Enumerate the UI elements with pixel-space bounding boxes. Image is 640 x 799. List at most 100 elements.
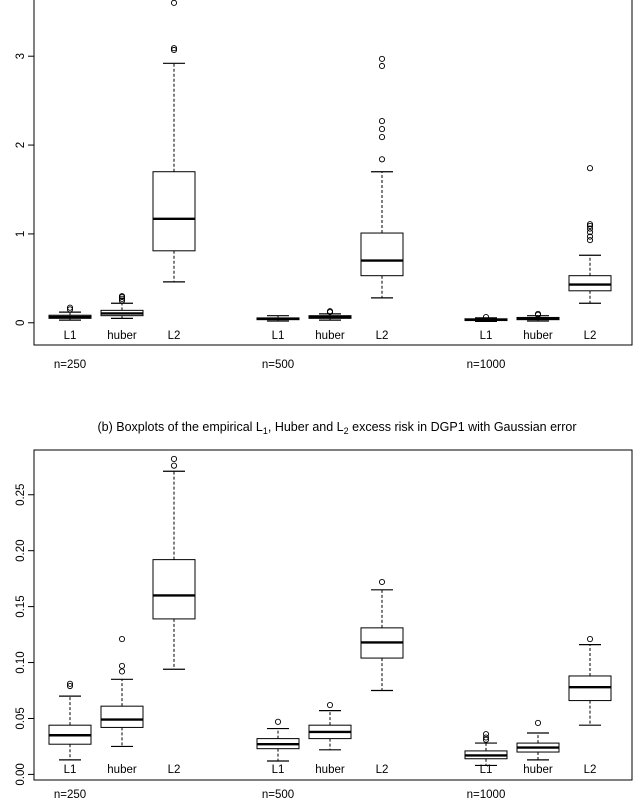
category-label: huber bbox=[523, 764, 553, 776]
iqr-box bbox=[568, 275, 612, 292]
box-L1-n=1000 bbox=[464, 313, 508, 323]
group-label: n=250 bbox=[54, 789, 86, 799]
outlier-point bbox=[170, 46, 178, 54]
panel-cauchy-boxplots: 0 1 2 3 L1 huber L2 L1 huber L2 L1 huber L2 n=250 n=50… bbox=[15, 0, 633, 371]
category-label: L2 bbox=[584, 330, 597, 342]
category-label: L2 bbox=[584, 764, 597, 776]
outlier-point bbox=[274, 718, 282, 725]
title-part: (b) Boxplots of the empirical L bbox=[98, 420, 263, 434]
iqr-box bbox=[152, 559, 196, 620]
outlier-point bbox=[378, 578, 386, 586]
title-part: excess risk in DGP1 with Gaussian error bbox=[349, 420, 577, 434]
category-label: huber bbox=[315, 330, 345, 342]
box-L2-n=500 bbox=[360, 55, 404, 299]
outlier-point bbox=[118, 295, 126, 302]
outlier-point bbox=[118, 668, 126, 675]
category-label: huber bbox=[523, 330, 553, 342]
category-label: L2 bbox=[168, 330, 181, 342]
outlier-point bbox=[586, 233, 594, 240]
box-L2-n=500 bbox=[360, 578, 404, 692]
panel-b-title: (b) Boxplots of the empirical L1, Huber … bbox=[98, 420, 577, 436]
iqr-box bbox=[100, 705, 144, 728]
iqr-box bbox=[360, 232, 404, 277]
outlier-point bbox=[170, 0, 178, 6]
plot-frame bbox=[33, 449, 633, 781]
group-label: n=500 bbox=[262, 359, 294, 371]
group-label: n=500 bbox=[262, 789, 294, 799]
y-tick-label: 0.10 bbox=[15, 651, 27, 673]
outlier-point bbox=[586, 636, 594, 643]
group-label: n=1000 bbox=[467, 359, 506, 371]
box-huber-n=1000 bbox=[516, 719, 560, 761]
outlier-point bbox=[118, 297, 126, 304]
plot-frame bbox=[33, 0, 633, 346]
outlier-point bbox=[586, 221, 594, 228]
category-label: L1 bbox=[272, 330, 285, 342]
category-label: L1 bbox=[272, 764, 285, 776]
outlier-point bbox=[66, 304, 74, 311]
box-L1-n=1000 bbox=[464, 731, 508, 767]
box-L1-n=500 bbox=[256, 718, 300, 762]
box-huber-n=250 bbox=[100, 293, 144, 319]
outlier-point bbox=[378, 156, 386, 163]
outlier-point bbox=[326, 702, 334, 709]
group-label: n=1000 bbox=[467, 789, 506, 799]
category-label: L1 bbox=[480, 764, 493, 776]
category-label: L1 bbox=[64, 764, 77, 776]
outlier-point bbox=[170, 455, 178, 462]
outlier-point bbox=[378, 134, 386, 141]
y-tick-label: 2 bbox=[15, 142, 27, 148]
box-L2-n=250 bbox=[152, 0, 196, 283]
box-L1-n=250 bbox=[48, 304, 92, 321]
box-L2-n=1000 bbox=[568, 165, 612, 304]
outlier-point bbox=[586, 222, 594, 229]
outlier-point bbox=[118, 636, 126, 643]
y-tick-label: 0.15 bbox=[15, 595, 27, 617]
outlier-point bbox=[482, 731, 490, 738]
y-tick-label: 0.00 bbox=[15, 763, 27, 785]
category-label: huber bbox=[107, 764, 137, 776]
category-label: L1 bbox=[64, 330, 77, 342]
outlier-point bbox=[66, 682, 74, 690]
outlier-point bbox=[66, 680, 74, 687]
outlier-point bbox=[170, 462, 178, 469]
outlier-point bbox=[378, 55, 386, 62]
outlier-point bbox=[118, 293, 126, 300]
category-label: huber bbox=[107, 330, 137, 342]
outlier-point bbox=[586, 225, 594, 232]
outlier-point bbox=[482, 734, 490, 741]
iqr-box bbox=[152, 171, 196, 252]
outlier-point bbox=[482, 313, 490, 321]
y-tick-label: 1 bbox=[15, 231, 27, 237]
outlier-point bbox=[118, 662, 126, 669]
category-label: L2 bbox=[376, 330, 389, 342]
outlier-point bbox=[534, 719, 542, 726]
outlier-point bbox=[586, 237, 594, 244]
outlier-point bbox=[378, 62, 386, 70]
box-L1-n=250 bbox=[48, 680, 92, 761]
box-huber-n=250 bbox=[100, 636, 144, 748]
y-tick-label: 0 bbox=[15, 320, 27, 326]
category-label: L1 bbox=[480, 330, 493, 342]
title-subscript: 1 bbox=[263, 426, 268, 436]
outlier-point bbox=[170, 45, 178, 52]
category-label: L2 bbox=[376, 764, 389, 776]
box-L2-n=250 bbox=[152, 455, 196, 670]
y-tick-label: 0.25 bbox=[15, 484, 27, 506]
box-huber-n=500 bbox=[308, 308, 352, 321]
outlier-point bbox=[326, 308, 334, 315]
outlier-point bbox=[586, 165, 594, 172]
category-label: L2 bbox=[168, 764, 181, 776]
category-label: huber bbox=[315, 764, 345, 776]
outlier-point bbox=[378, 118, 386, 125]
y-tick-label: 0.20 bbox=[15, 539, 27, 561]
panel-gaussian-boxplots: 0.00 0.05 0.10 0.15 0.20 0.25 L1 huber L2 L1 huber… bbox=[15, 449, 633, 799]
outlier-point bbox=[378, 126, 386, 133]
y-tick-label: 3 bbox=[15, 53, 27, 59]
group-label: n=250 bbox=[54, 359, 86, 371]
box-huber-n=500 bbox=[308, 702, 352, 751]
outlier-point bbox=[534, 310, 542, 317]
title-subscript: 2 bbox=[344, 426, 349, 436]
box-L2-n=1000 bbox=[568, 636, 612, 726]
